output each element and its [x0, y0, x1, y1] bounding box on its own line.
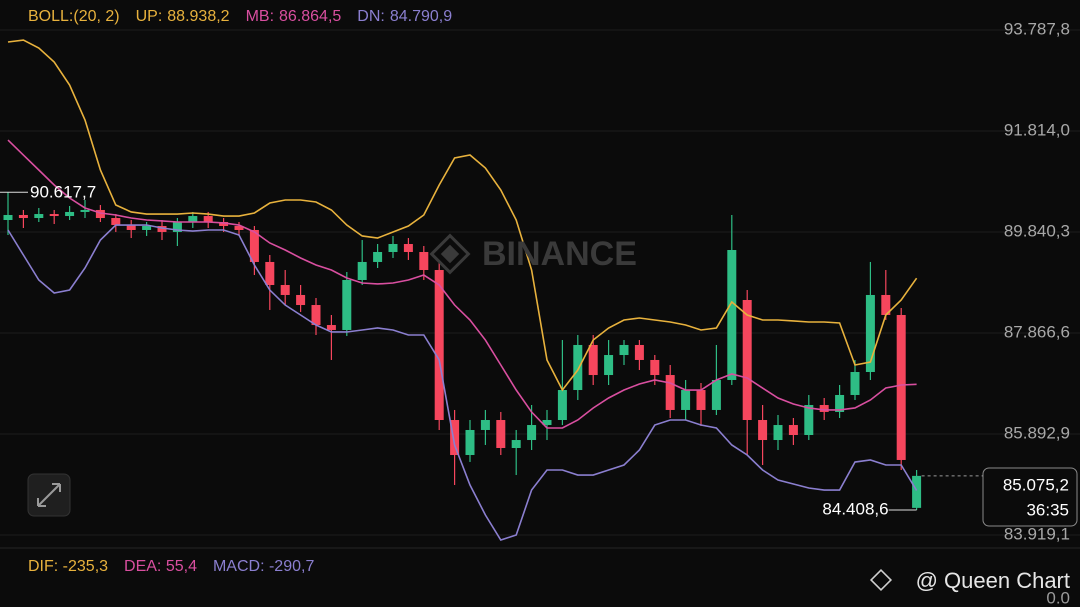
candle-body — [65, 211, 75, 217]
candle-body — [650, 359, 660, 376]
legend-entry: MB: 86.864,5 — [246, 8, 342, 26]
macd: MACD: -290,7 — [212, 558, 315, 575]
band-line — [7, 39, 918, 392]
candle-body — [142, 225, 152, 230]
candle-body — [727, 249, 737, 380]
candle-body — [788, 425, 798, 436]
candle-body — [18, 214, 28, 219]
legend-value: 88.938,2 — [167, 8, 230, 25]
candle-body — [696, 390, 706, 410]
last-price-label: 85.075,2 — [1003, 475, 1069, 494]
low-label: 84.408,6 — [822, 499, 888, 518]
y-tick-label: 83.919,1 — [1004, 525, 1070, 544]
candle-body — [388, 244, 398, 252]
legend-name: UP: — [135, 8, 163, 25]
candle-body — [434, 270, 444, 421]
candle-body — [234, 225, 244, 230]
candle-body — [3, 214, 13, 221]
macd-legend: DIF: -235,3 DEA: 55,4 MACD: -290,7 — [28, 558, 314, 576]
legend-name: MB: — [245, 8, 275, 25]
watermark-logo — [429, 233, 471, 275]
candle-body — [896, 314, 906, 460]
candle-body — [865, 294, 875, 373]
candle-body — [912, 475, 922, 508]
candle-body — [665, 375, 675, 410]
credit: @ Queen Chart — [916, 568, 1070, 593]
candle-body — [342, 279, 352, 330]
legend-value: 86.864,5 — [279, 8, 342, 25]
candle-body — [126, 225, 136, 230]
legend-entry: UP: 88.938,2 — [136, 8, 230, 26]
candle-body — [419, 251, 429, 271]
candle-body — [111, 218, 121, 226]
candle-body — [681, 390, 691, 410]
candle-body — [172, 222, 182, 232]
candle-body — [219, 222, 229, 226]
y-tick-label: 89.840,3 — [1004, 222, 1070, 241]
candle-body — [604, 355, 614, 376]
candle-body — [881, 294, 891, 315]
watermark: BINANCE — [482, 235, 637, 273]
y-tick-label: 87.866,6 — [1004, 323, 1070, 342]
countdown: 36:35 — [1026, 500, 1069, 519]
boll-legend: BOLL:(20, 2) UP: 88.938,2 MB: 86.864,5 DN: 84… — [28, 8, 452, 26]
candle-body — [742, 299, 752, 421]
legend-name: DN: — [357, 8, 385, 25]
candle-body — [49, 214, 59, 217]
candle-body — [203, 216, 213, 223]
candle-body — [634, 344, 644, 360]
legend-entry: DN: 84.790,9 — [357, 8, 452, 26]
dif: DIF: -235,3 — [28, 558, 109, 575]
candle-body — [265, 261, 275, 286]
candle-body — [557, 390, 567, 421]
candle-body — [619, 344, 629, 356]
candle-body — [357, 261, 367, 280]
candle-body — [573, 344, 583, 391]
candle-body — [819, 405, 829, 412]
band-line — [7, 224, 918, 541]
candle-body — [758, 420, 768, 441]
candle-body — [373, 251, 383, 262]
candle-body — [465, 429, 475, 456]
candle-body — [311, 305, 321, 326]
candle-body — [850, 372, 860, 395]
y-tick-label: 85.892,9 — [1004, 424, 1070, 443]
candle-body — [188, 216, 198, 223]
candle-body — [80, 209, 90, 212]
legend: UP: 88.938,2 MB: 86.864,5 DN: 84.790,9 — [136, 8, 453, 26]
credit-logo — [869, 568, 893, 592]
expand-button[interactable] — [27, 473, 71, 517]
high-label: 90.617,7 — [30, 183, 96, 202]
candle-body — [249, 229, 259, 262]
candle-body — [296, 294, 306, 306]
y-tick-label: 91.814,0 — [1004, 120, 1070, 139]
candle-body — [496, 420, 506, 449]
candle-body — [588, 344, 598, 376]
legend-value: 84.790,9 — [389, 8, 453, 25]
last-price-box — [982, 467, 1078, 527]
candle-body — [450, 420, 460, 456]
band-line — [7, 139, 917, 429]
candle-body — [542, 420, 552, 426]
candle-body — [511, 440, 521, 449]
candle-body — [711, 379, 721, 410]
candle-body — [480, 420, 490, 430]
candle-body — [326, 325, 336, 330]
candle-body — [527, 425, 537, 441]
candle-body — [835, 394, 845, 412]
candle-body — [804, 405, 814, 436]
candle-body — [95, 209, 105, 219]
y-tick-label: 93.787,8 — [1004, 19, 1070, 38]
candle-body — [157, 225, 167, 232]
candle-body — [773, 425, 783, 441]
candle-body — [34, 214, 44, 219]
dea: DEA: 55,4 — [124, 558, 197, 575]
candle-body — [280, 285, 290, 295]
macd-tick-label: 0.0 — [1046, 588, 1070, 607]
candle-body — [403, 244, 413, 252]
indicator-name: BOLL:(20, 2) — [28, 8, 120, 25]
